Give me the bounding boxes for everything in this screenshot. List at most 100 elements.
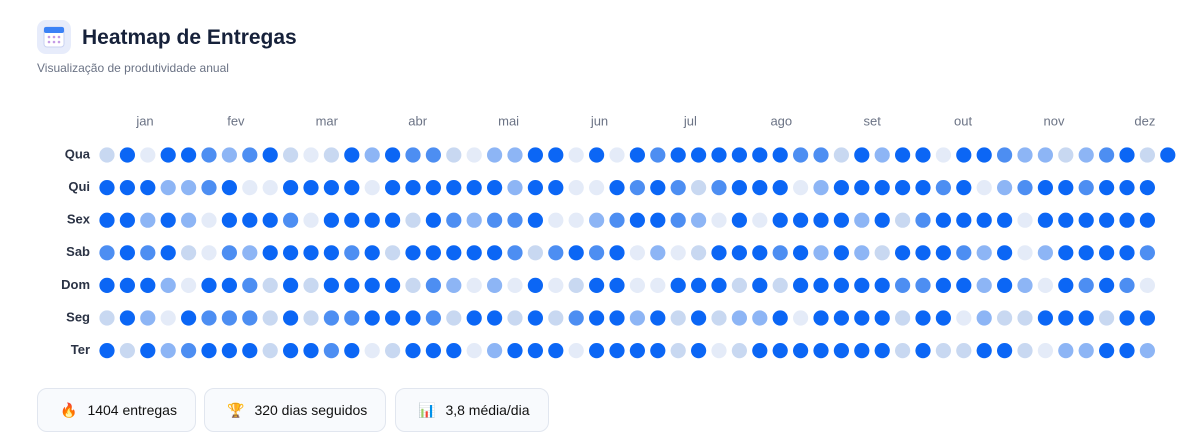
day-cell: [385, 212, 401, 228]
day-cell: [221, 212, 237, 228]
day-cell: [405, 180, 421, 196]
day-cell: [99, 180, 115, 196]
day-cell: [364, 245, 380, 261]
day-cell: [201, 310, 217, 326]
day-cell: [691, 147, 707, 163]
day-cell: [1119, 310, 1135, 326]
day-cell: [323, 180, 339, 196]
stat-icon: 📊: [418, 401, 436, 418]
day-cell: [548, 245, 564, 261]
month-label: jul: [683, 113, 697, 128]
day-cell: [1078, 245, 1094, 261]
day-cell: [589, 310, 605, 326]
day-cell: [976, 310, 992, 326]
day-cell: [731, 180, 748, 196]
day-cell: [915, 343, 931, 359]
day-cell: [874, 277, 890, 293]
day-cell: [1139, 147, 1155, 163]
day-cell: [140, 212, 156, 228]
day-cell: [1058, 147, 1074, 163]
month-label: dez: [1134, 113, 1155, 128]
day-cell: [629, 147, 646, 163]
day-cell: [752, 180, 768, 196]
day-cell: [119, 212, 135, 228]
day-cell: [691, 180, 707, 196]
day-label: Seg: [66, 309, 90, 324]
day-cell: [670, 310, 686, 326]
day-cell: [487, 277, 503, 293]
day-cell: [895, 212, 911, 228]
day-cell: [99, 212, 115, 228]
day-cell: [691, 245, 707, 261]
day-cell: [650, 277, 666, 293]
day-cell: [99, 343, 115, 359]
day-cell: [609, 277, 625, 293]
day-cell: [589, 147, 605, 163]
day-cell: [405, 277, 421, 293]
day-cell: [609, 245, 625, 261]
day-cell: [568, 180, 584, 196]
day-cell: [283, 277, 299, 293]
day-cell: [303, 277, 319, 293]
day-cell: [956, 310, 972, 326]
calendar-icon: [43, 26, 65, 48]
day-cell: [752, 212, 768, 228]
month-label: mar: [316, 113, 339, 128]
day-cell: [1058, 343, 1074, 359]
day-cell: [568, 277, 584, 293]
day-cell: [1099, 310, 1115, 326]
day-cell: [609, 343, 625, 359]
day-cell: [650, 343, 666, 359]
day-cell: [1037, 180, 1053, 196]
day-cell: [731, 147, 748, 163]
day-cell: [140, 310, 156, 326]
day-cell: [221, 245, 237, 261]
day-cell: [1099, 277, 1115, 293]
day-cell: [1139, 343, 1155, 359]
day-cell: [997, 277, 1013, 293]
stat-text: 320 dias seguidos: [254, 402, 368, 418]
day-cell: [1017, 180, 1033, 196]
day-cell: [364, 310, 380, 326]
day-cell: [997, 343, 1013, 359]
day-cell: [670, 245, 686, 261]
day-cell: [1058, 212, 1074, 228]
day-cell: [935, 147, 952, 163]
day-cell: [793, 343, 809, 359]
day-cell: [1119, 147, 1135, 163]
day-cell: [976, 277, 992, 293]
day-cell: [119, 343, 135, 359]
day-cell: [589, 245, 605, 261]
day-cell: [976, 147, 992, 163]
day-cell: [527, 212, 544, 228]
day-cell: [262, 245, 278, 261]
day-cell: [772, 245, 788, 261]
day-cell: [446, 310, 462, 326]
month-label: fev: [227, 113, 245, 128]
day-cell: [221, 343, 237, 359]
day-cell: [548, 147, 564, 163]
day-cell: [221, 277, 237, 293]
day-cell: [976, 245, 992, 261]
day-cell: [201, 277, 217, 293]
day-cell: [323, 277, 339, 293]
day-cell: [650, 310, 666, 326]
day-cell: [385, 147, 401, 163]
day-cell: [323, 212, 339, 228]
day-cell: [487, 310, 503, 326]
day-cell: [385, 310, 401, 326]
day-cell: [1099, 147, 1115, 163]
day-cell: [140, 147, 156, 163]
day-cell: [1037, 310, 1053, 326]
day-cell: [405, 343, 421, 359]
day-cell: [385, 245, 401, 261]
month-label: out: [954, 113, 972, 128]
day-cell: [283, 310, 299, 326]
day-cell: [915, 245, 931, 261]
day-cell: [283, 180, 299, 196]
day-cell: [303, 245, 319, 261]
day-cell: [242, 277, 258, 293]
day-cell: [405, 245, 421, 261]
day-cell: [568, 310, 584, 326]
day-cell: [895, 147, 911, 163]
